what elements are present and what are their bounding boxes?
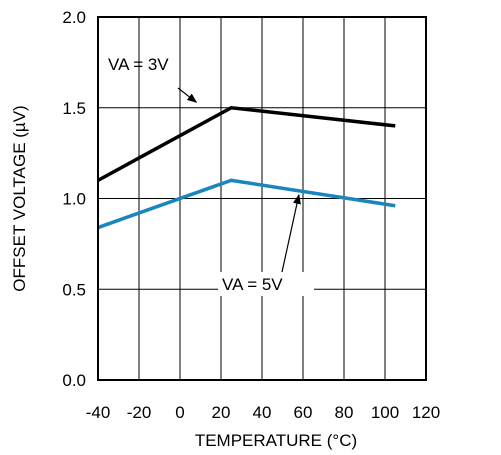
- series-line-1: [97, 105, 396, 182]
- x-tick-label: -20: [127, 403, 152, 422]
- x-tick-label: -40: [86, 403, 111, 422]
- plot-frame: [97, 16, 427, 381]
- annotations: VA = 3V VA = 5V: [108, 55, 314, 296]
- annotation-arrow: [281, 193, 301, 273]
- series-line-2: [97, 178, 396, 230]
- x-tick-label: 120: [412, 403, 440, 422]
- y-tick-label: 1.5: [62, 99, 86, 118]
- annotation-background: [218, 272, 314, 296]
- x-axis-title: TEMPERATURE (°C): [195, 431, 357, 450]
- y-tick-label: 0.0: [62, 371, 86, 390]
- y-tick-label: 0.5: [62, 280, 86, 299]
- y-axis-title: OFFSET VOLTAGE (µV): [10, 105, 29, 291]
- series-lines: [97, 105, 396, 230]
- annotation-arrow: [177, 87, 198, 103]
- tick-labels: -40 -20 0 20 40 60 80 100 120 0.0 0.5 1.0 1.5 2.0: [62, 8, 440, 422]
- x-tick-label: 60: [294, 403, 313, 422]
- x-tick-label: 100: [371, 403, 399, 422]
- x-tick-label: 0: [175, 403, 184, 422]
- y-tick-label: 1.0: [62, 190, 86, 209]
- annotation-label: VA = 3V: [108, 55, 169, 74]
- y-tick-label: 2.0: [62, 8, 86, 27]
- x-tick-label: 80: [335, 403, 354, 422]
- x-tick-label: 40: [253, 403, 272, 422]
- annotation-label: VA = 5V: [222, 275, 283, 294]
- x-tick-label: 20: [212, 403, 231, 422]
